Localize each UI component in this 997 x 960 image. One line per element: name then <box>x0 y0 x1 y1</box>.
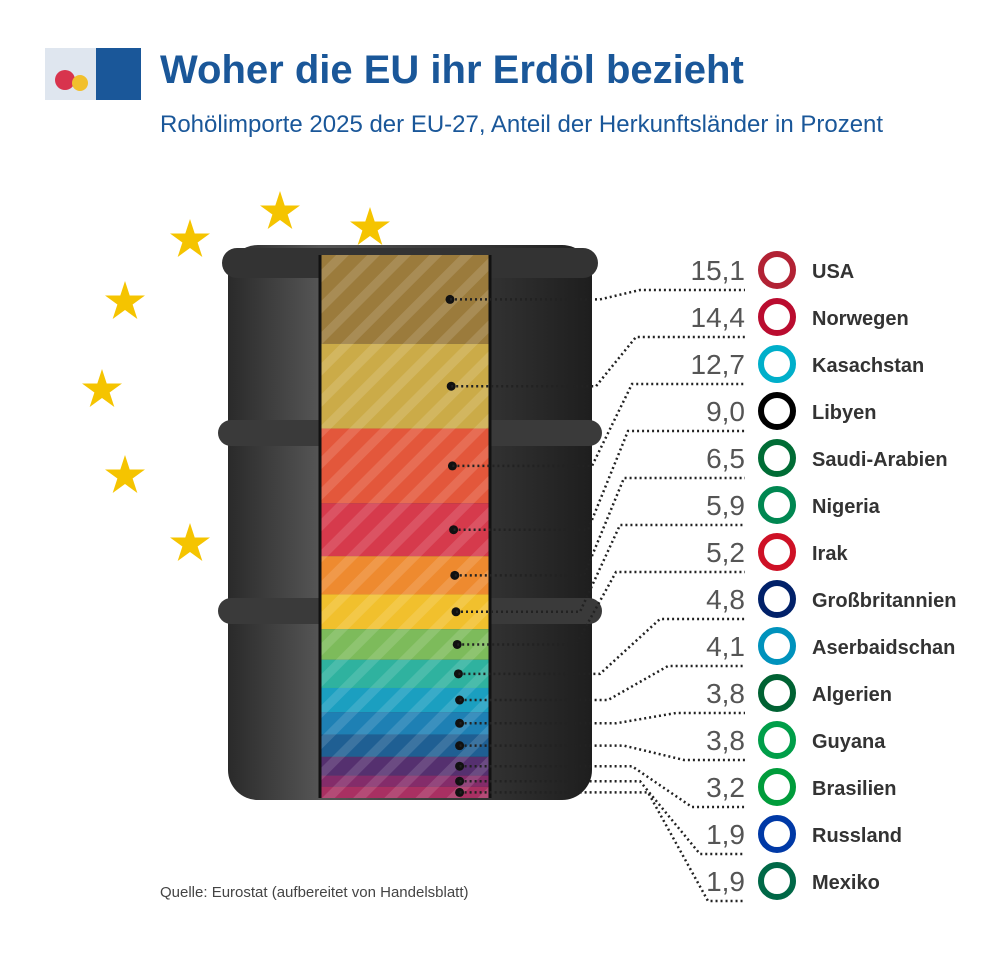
value-label: 3,2 <box>706 772 745 803</box>
country-label: Irak <box>812 543 848 565</box>
title: Woher die EU ihr Erdöl bezieht <box>160 48 744 92</box>
stripes <box>320 255 490 798</box>
country-label: Saudi-Arabien <box>812 449 948 471</box>
leader <box>450 288 745 301</box>
country-label: Libyen <box>812 402 876 424</box>
country-label: USA <box>812 261 854 283</box>
leader <box>459 779 745 856</box>
flag <box>758 298 796 336</box>
country-label: Mexiko <box>812 872 880 894</box>
star <box>82 369 122 407</box>
value-label: 5,2 <box>706 537 745 568</box>
flag <box>758 627 796 665</box>
leader <box>459 791 745 903</box>
value-label: 6,5 <box>706 443 745 474</box>
star <box>170 523 210 561</box>
leader <box>452 382 745 468</box>
country-label: Aserbaidschan <box>812 637 955 659</box>
eu-stars <box>82 191 390 561</box>
value-label: 12,7 <box>691 349 746 380</box>
leader <box>459 764 745 809</box>
subtitle: Rohölimporte 2025 der EU-27, Anteil der … <box>160 111 884 138</box>
flag <box>758 533 796 571</box>
value-label: 4,1 <box>706 631 745 662</box>
leader <box>458 617 745 676</box>
star <box>170 219 210 257</box>
logo <box>45 48 141 100</box>
flag <box>758 439 796 477</box>
flag <box>758 862 796 900</box>
country-label: Norwegen <box>812 308 909 330</box>
flag <box>758 251 796 289</box>
country-label: Algerien <box>812 684 892 706</box>
value-label: 15,1 <box>691 255 746 286</box>
leader <box>459 664 745 702</box>
leader <box>459 711 745 725</box>
value-label: 3,8 <box>706 725 745 756</box>
country-label: Nigeria <box>812 496 881 518</box>
leader <box>454 476 745 577</box>
value-label: 4,8 <box>706 584 745 615</box>
leader <box>451 335 745 388</box>
star <box>105 281 145 319</box>
star <box>350 207 390 245</box>
flag <box>758 580 796 618</box>
leader <box>456 523 745 614</box>
flag <box>758 345 796 383</box>
leader <box>457 570 745 646</box>
star <box>260 191 300 229</box>
value-label: 9,0 <box>706 396 745 427</box>
country-label: Russland <box>812 825 902 847</box>
flag <box>758 721 796 759</box>
star <box>105 455 145 493</box>
country-label: Kasachstan <box>812 355 924 377</box>
leader <box>459 744 745 762</box>
flag <box>758 486 796 524</box>
source: Quelle: Eurostat (aufbereitet von Handel… <box>160 884 469 901</box>
country-label: Guyana <box>812 731 886 753</box>
flag <box>758 392 796 430</box>
value-label: 3,8 <box>706 678 745 709</box>
value-label: 1,9 <box>706 819 745 850</box>
value-label: 1,9 <box>706 866 745 897</box>
country-label: Brasilien <box>812 778 896 800</box>
flag <box>758 674 796 712</box>
value-label: 5,9 <box>706 490 745 521</box>
country-label: Großbritannien <box>812 590 956 612</box>
value-label: 14,4 <box>691 302 746 333</box>
flag <box>758 815 796 853</box>
flag <box>758 768 796 806</box>
